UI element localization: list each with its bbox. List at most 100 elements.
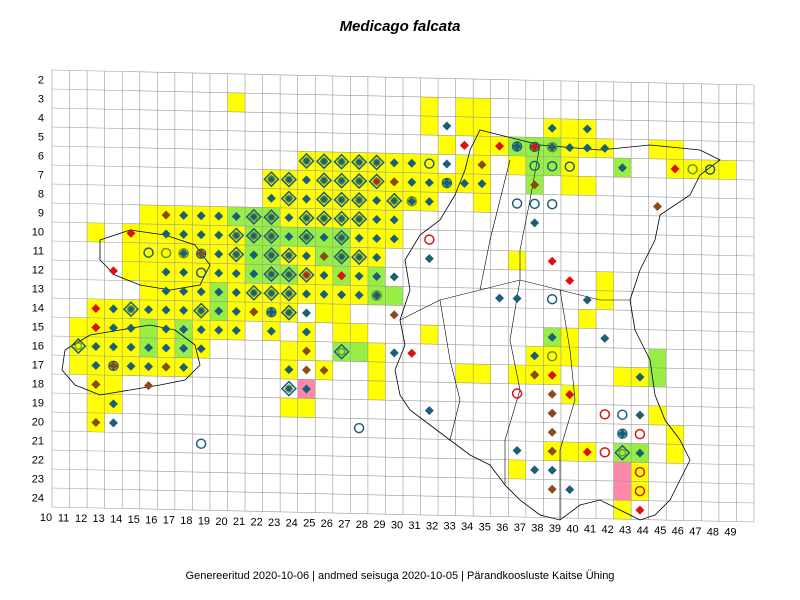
target-marker xyxy=(315,172,333,189)
target-marker-ring xyxy=(267,232,276,240)
target-marker xyxy=(315,153,333,170)
column-label: 13 xyxy=(93,513,105,525)
row-label: 3 xyxy=(38,94,44,106)
blue-diamond-marker xyxy=(214,211,224,221)
olive-circle-marker xyxy=(160,247,172,259)
target-marker-ring xyxy=(285,175,293,184)
target-marker-ring xyxy=(302,214,311,222)
target-marker-ring xyxy=(285,270,293,279)
yellow-cell xyxy=(139,223,158,244)
grid-hline xyxy=(51,164,755,181)
yellow-cell xyxy=(683,159,702,179)
column-label: 26 xyxy=(321,518,333,530)
blue-diamond-marker xyxy=(214,268,224,278)
target-marker-ring xyxy=(127,305,135,313)
grid-hline xyxy=(51,392,755,409)
green-cell xyxy=(332,342,351,362)
blue-diamond-marker xyxy=(389,158,399,168)
target-marker xyxy=(298,266,315,283)
blue-diamond-marker xyxy=(284,232,294,242)
blue-diamond-marker xyxy=(179,210,189,220)
row-label: 23 xyxy=(32,474,44,486)
blue-diamond-marker xyxy=(179,229,189,239)
county-borders xyxy=(399,144,630,520)
yellow-cell xyxy=(139,261,158,282)
red-circle-marker xyxy=(424,234,435,245)
red-diamond-marker xyxy=(91,322,101,332)
row-label: 13 xyxy=(32,284,44,296)
blue-diamond-marker xyxy=(319,270,329,280)
yellow-cell xyxy=(69,317,88,337)
target-marker-ring xyxy=(232,250,241,259)
column-label: 48 xyxy=(707,526,719,538)
brown-diamond-marker xyxy=(91,417,101,427)
blue-diamond-marker xyxy=(196,211,206,221)
grid-hline xyxy=(51,202,755,219)
yellow-cell xyxy=(122,261,140,281)
blue-diamond-marker xyxy=(407,177,417,187)
blue-diamond-marker xyxy=(266,326,276,336)
blue-circle-marker xyxy=(529,198,540,210)
yellow-cell xyxy=(104,375,123,395)
yellow-cell xyxy=(315,303,333,323)
red-diamond-marker xyxy=(337,271,347,281)
column-label: 29 xyxy=(373,519,385,531)
column-label: 11 xyxy=(58,512,69,524)
column-label: 34 xyxy=(461,521,473,533)
yellow-cell xyxy=(122,242,140,262)
blue-diamond-marker xyxy=(582,143,592,153)
red-diamond-marker xyxy=(91,303,101,313)
blue-diamond-marker xyxy=(319,232,329,242)
blue-diamond-marker xyxy=(319,289,329,299)
column-label: 10 xyxy=(40,512,52,524)
olive-circle-marker xyxy=(687,163,698,175)
blue-diamond-marker xyxy=(108,342,118,352)
blue-diamond-marker xyxy=(301,384,311,394)
row-label: 5 xyxy=(38,132,44,144)
yellow-cell xyxy=(227,92,246,113)
grid-hline xyxy=(51,354,755,371)
yellow-cell xyxy=(367,380,386,401)
row-label: 4 xyxy=(38,113,44,125)
target-marker-ring xyxy=(197,306,205,315)
column-label: 43 xyxy=(619,524,631,536)
column-label: 41 xyxy=(584,524,596,536)
blue-circle-marker xyxy=(195,438,207,449)
blue-diamond-marker xyxy=(442,178,452,188)
blue-diamond-marker xyxy=(126,323,136,333)
blue-diamond-marker xyxy=(547,142,557,152)
target-marker-ring xyxy=(267,270,276,278)
blue-diamond-marker xyxy=(214,287,224,297)
pink-cell xyxy=(613,462,632,482)
green-cell xyxy=(648,348,667,369)
yellow-cell xyxy=(139,204,158,225)
pink-cell xyxy=(613,481,632,501)
target-marker-ring xyxy=(285,289,293,298)
target-marker-ring xyxy=(355,158,363,166)
blue-diamond-marker xyxy=(161,229,171,239)
row-label: 19 xyxy=(32,398,44,410)
grid-hline xyxy=(51,297,755,314)
olive-circle-marker xyxy=(546,350,558,362)
grid-hline xyxy=(51,487,755,504)
yellow-cell xyxy=(473,117,491,137)
green-cell xyxy=(139,318,158,339)
yellow-cell xyxy=(508,459,526,480)
row-label: 17 xyxy=(32,360,44,372)
blue-diamond-marker xyxy=(179,305,189,315)
column-label: 35 xyxy=(479,521,491,533)
coastline xyxy=(61,129,721,521)
grid-hline xyxy=(51,373,755,390)
target-marker xyxy=(351,211,368,228)
yellow-cell xyxy=(631,481,649,501)
column-label: 46 xyxy=(672,526,684,538)
red-diamond-marker xyxy=(565,390,575,400)
target-marker-ring xyxy=(267,213,276,221)
blue-diamond-marker xyxy=(442,159,452,169)
target-marker-ring xyxy=(250,213,258,221)
target-marker-ring xyxy=(320,214,328,223)
blue-diamond-marker xyxy=(214,249,224,259)
target-marker-ring xyxy=(285,308,293,317)
target-marker-ring xyxy=(337,233,346,242)
column-label: 28 xyxy=(356,519,368,531)
